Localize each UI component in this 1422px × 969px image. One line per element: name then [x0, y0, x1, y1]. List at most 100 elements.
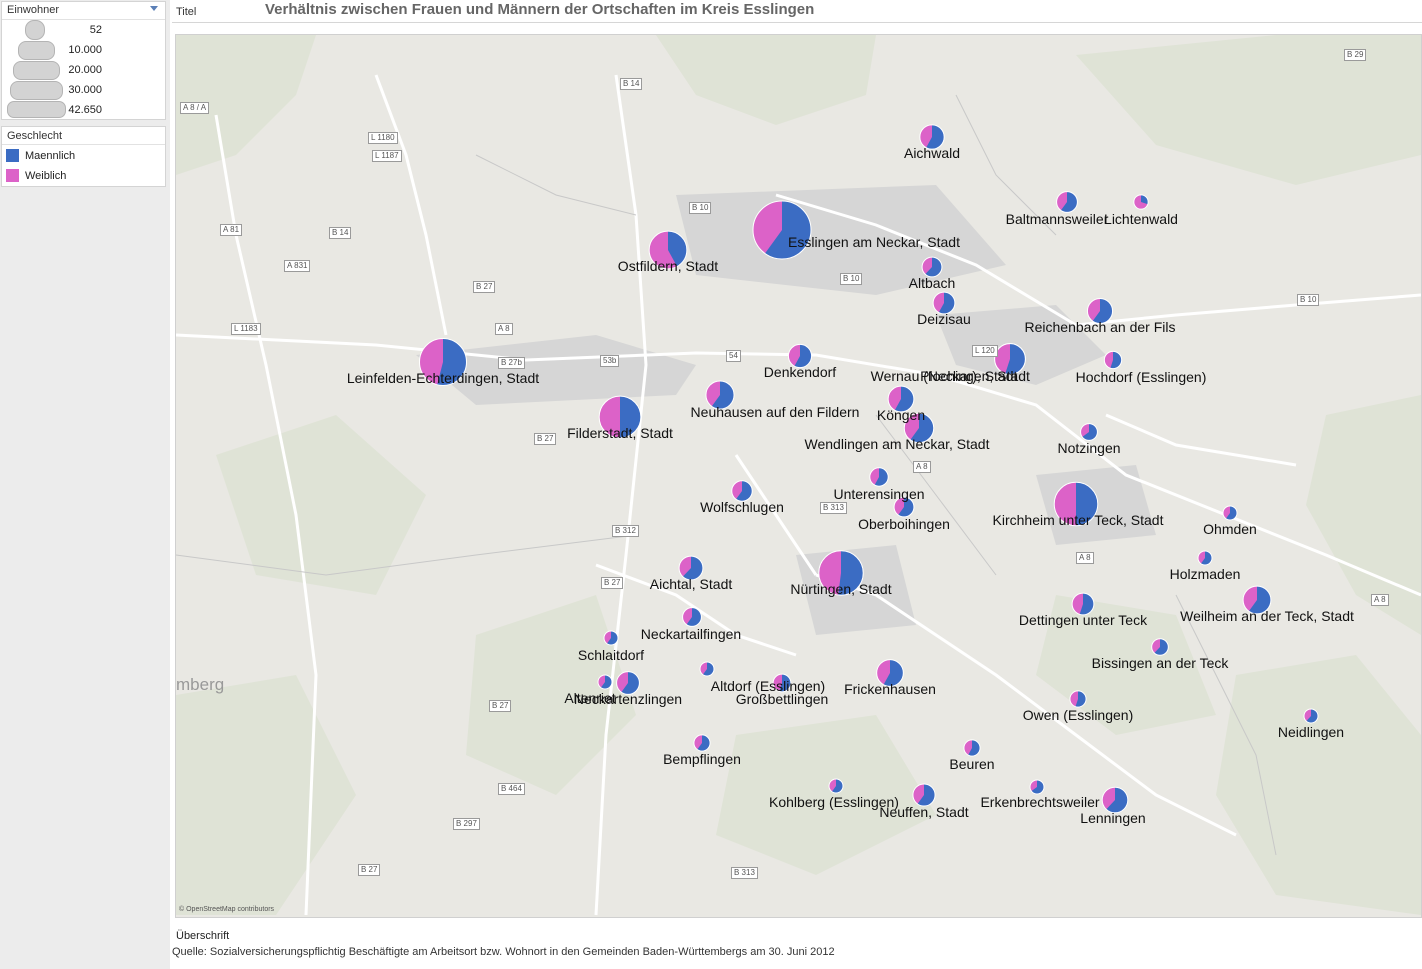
town-pie[interactable]: [616, 671, 640, 695]
pie-male-slice[interactable]: [621, 671, 640, 695]
town-pie[interactable]: [1080, 423, 1098, 441]
town-pie[interactable]: [1071, 592, 1095, 616]
town-pie[interactable]: [648, 230, 688, 270]
town-pie[interactable]: [1197, 550, 1213, 566]
town-pie[interactable]: [678, 555, 704, 581]
pie-male-slice[interactable]: [1154, 638, 1169, 656]
town-pie[interactable]: [705, 380, 735, 410]
pie-male-slice[interactable]: [917, 783, 936, 807]
town-pie[interactable]: [731, 480, 753, 502]
pie-male-slice[interactable]: [1031, 780, 1044, 794]
pie-male-slice[interactable]: [874, 467, 889, 487]
road-label: B 297: [453, 818, 480, 830]
pie-male-slice[interactable]: [600, 675, 612, 689]
pie-male-slice[interactable]: [1306, 709, 1319, 724]
pie-male-slice[interactable]: [1075, 690, 1087, 708]
pie-male-slice[interactable]: [1106, 787, 1128, 813]
town-pie[interactable]: [603, 630, 619, 646]
pie-male-slice[interactable]: [894, 386, 914, 412]
pie-male-slice[interactable]: [668, 231, 687, 267]
pie-outline: [1303, 708, 1319, 724]
pie-male-slice[interactable]: [925, 257, 942, 277]
pie-male-slice[interactable]: [926, 124, 945, 150]
town-pie[interactable]: [787, 343, 813, 369]
pie-male-slice[interactable]: [1082, 423, 1098, 441]
town-pie[interactable]: [869, 467, 889, 487]
town-pie[interactable]: [1303, 708, 1319, 724]
pie-male-slice[interactable]: [682, 556, 703, 580]
town-pie[interactable]: [772, 673, 792, 693]
pie-male-slice[interactable]: [620, 396, 641, 438]
road-label: B 10: [1297, 294, 1320, 306]
pie-male-slice[interactable]: [1225, 506, 1237, 520]
town-label: Hochdorf (Esslingen): [1075, 369, 1207, 385]
town-pie[interactable]: [752, 200, 812, 260]
pie-male-slice[interactable]: [606, 631, 618, 645]
road-label: B 312: [612, 525, 639, 537]
pie-male-slice[interactable]: [831, 779, 843, 794]
female-color-swatch[interactable]: [6, 169, 19, 182]
pie-male-slice[interactable]: [1141, 194, 1149, 205]
town-pie[interactable]: [893, 496, 915, 518]
town-pie[interactable]: [1133, 194, 1149, 210]
pie-male-slice[interactable]: [711, 380, 735, 410]
pie-male-slice[interactable]: [697, 734, 711, 752]
town-pie[interactable]: [693, 734, 711, 752]
pie-male-slice[interactable]: [764, 201, 811, 259]
road-label: B 27b: [498, 357, 525, 369]
pie-male-slice[interactable]: [898, 497, 914, 517]
town-pie[interactable]: [887, 385, 915, 413]
pie-male-slice[interactable]: [1248, 586, 1271, 614]
town-pie[interactable]: [876, 659, 904, 687]
pie-male-slice[interactable]: [883, 659, 904, 687]
pie-male-slice[interactable]: [437, 338, 467, 386]
town-pie[interactable]: [1056, 191, 1078, 213]
pie-male-slice[interactable]: [938, 292, 955, 314]
pie-male-slice[interactable]: [968, 739, 981, 757]
town-pie[interactable]: [597, 674, 613, 690]
town-pie[interactable]: [1029, 779, 1045, 795]
town-pie[interactable]: [932, 291, 956, 315]
legend-dropdown-arrow-icon[interactable]: [150, 6, 158, 11]
pie-male-slice[interactable]: [1110, 351, 1122, 369]
pie-male-slice[interactable]: [686, 607, 702, 627]
town-pie[interactable]: [682, 607, 702, 627]
town-pie[interactable]: [1053, 481, 1099, 527]
town-pie[interactable]: [1151, 638, 1169, 656]
pie-male-slice[interactable]: [735, 480, 753, 502]
road-label: A 831: [284, 260, 311, 272]
pie-male-slice[interactable]: [1079, 593, 1094, 615]
pie-male-slice[interactable]: [838, 550, 864, 596]
pie-male-slice[interactable]: [1076, 482, 1098, 526]
male-legend-label[interactable]: Maennlich: [25, 150, 76, 162]
female-legend-label[interactable]: Weiblich: [25, 170, 67, 182]
town-pie[interactable]: [598, 395, 642, 439]
pie-male-slice[interactable]: [794, 344, 812, 368]
town-pie[interactable]: [828, 778, 844, 794]
town-pie[interactable]: [912, 783, 936, 807]
pie-male-slice[interactable]: [910, 413, 934, 443]
male-color-swatch[interactable]: [6, 149, 19, 162]
town-pie[interactable]: [1069, 690, 1087, 708]
map-view[interactable]: Aichwald Baltmannsweiler Lichtenwald Esslin…: [175, 34, 1422, 918]
town-pie[interactable]: [919, 124, 945, 150]
town-pie[interactable]: [1103, 350, 1123, 370]
town-pie[interactable]: [903, 412, 935, 444]
pie-male-slice[interactable]: [779, 674, 791, 692]
town-pie[interactable]: [699, 661, 715, 677]
pie-male-slice[interactable]: [1005, 343, 1026, 375]
town-pie[interactable]: [1086, 297, 1114, 325]
town-pie[interactable]: [1222, 505, 1238, 521]
pie-male-slice[interactable]: [1200, 551, 1212, 566]
town-pie[interactable]: [994, 343, 1026, 375]
pie-male-slice[interactable]: [702, 662, 714, 676]
pie-male-slice[interactable]: [1092, 298, 1113, 324]
town-pie[interactable]: [419, 338, 467, 386]
town-pie[interactable]: [963, 739, 981, 757]
town-pie[interactable]: [1242, 585, 1272, 615]
pie-male-slice[interactable]: [1060, 191, 1078, 213]
town-pie[interactable]: [921, 256, 943, 278]
town-pie[interactable]: [1101, 786, 1129, 814]
town-pie[interactable]: [818, 550, 864, 596]
road-label: B 29: [1344, 49, 1367, 61]
